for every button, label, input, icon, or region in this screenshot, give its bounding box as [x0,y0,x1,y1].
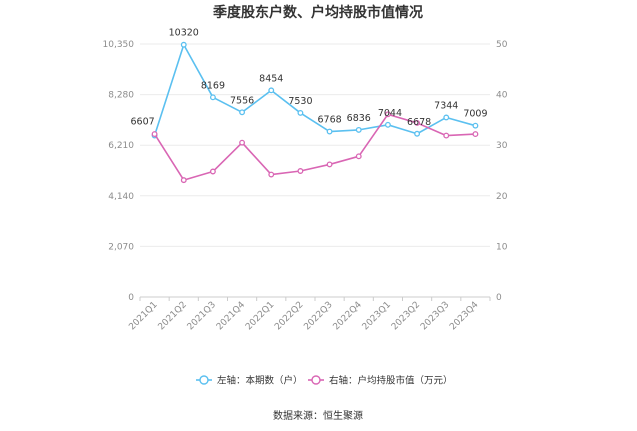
data-label: 7344 [434,100,458,111]
data-point [472,122,479,129]
left-tick-label: 8,280 [108,91,134,101]
left-tick-label: 4,140 [108,192,134,202]
x-tick-label: 2021Q3 [186,300,218,332]
data-label: 6678 [407,117,431,128]
data-label: 7044 [378,108,402,119]
x-tick-label: 2021Q1 [127,300,159,332]
data-point [443,132,450,139]
grid [140,43,490,298]
x-tick-label: 2023Q1 [361,300,393,332]
right-tick-label: 30 [496,141,508,151]
legend[interactable]: 左轴：本期数（户） 右轴：户均持股市值（万元） [196,375,453,387]
data-label: 7009 [463,109,487,120]
data-point [414,119,421,126]
legend-label-2: 右轴：户均持股市值（万元） [329,375,453,387]
data-point [297,109,304,116]
data-point [384,111,391,118]
data-label: 8454 [259,73,283,84]
left-tick-label: 0 [128,293,134,303]
data-point [239,109,246,116]
x-tick-label: 2022Q4 [332,300,365,333]
data-point [180,41,187,48]
series-line-1 [153,43,476,136]
data-labels: 6607 10320 8169 7556 8454 7530 6768 6836 7044 667… [130,28,487,128]
legend-label-1: 左轴：本期数（户） [217,375,303,387]
data-label: 8169 [201,80,225,91]
data-point [209,94,216,101]
x-tick-label: 2022Q2 [273,300,305,332]
x-tick-label: 2021Q2 [157,300,189,332]
data-label: 6607 [130,116,154,127]
data-point [326,161,333,168]
data-point [384,121,391,128]
data-label: 7556 [230,95,254,106]
data-label: 6768 [317,115,341,126]
right-axis-ticks: 0 10 20 30 40 50 [496,40,508,303]
x-tick-label: 2023Q2 [390,300,422,332]
x-tick-label: 2022Q3 [302,300,334,332]
data-point [268,171,275,178]
data-label: 6836 [347,113,371,124]
left-tick-label: 2,070 [108,242,134,252]
x-tick-label: 2023Q4 [448,300,481,333]
data-point [297,168,304,174]
right-tick-label: 50 [496,40,508,50]
right-tick-label: 20 [496,192,508,202]
right-tick-label: 0 [496,293,502,303]
chart-title: 季度股东户数、户均持股市值情况 [212,4,423,21]
right-tick-label: 10 [496,242,508,252]
data-point [443,114,450,121]
right-tick-label: 40 [496,91,508,101]
data-point [326,128,333,135]
x-tick-label: 2023Q3 [419,300,451,332]
data-point [151,131,158,138]
data-label: 7530 [288,96,312,107]
data-point [180,177,187,184]
data-point [355,126,362,133]
data-point [268,87,275,94]
legend-marker-1 [199,375,209,385]
data-point [239,139,246,146]
series-line-2 [153,113,476,181]
series-lines [151,41,479,184]
x-axis: 2021Q12021Q22021Q32021Q42022Q12022Q22022… [127,297,491,333]
data-point [414,130,421,137]
data-point [355,153,362,160]
left-axis-ticks: 0 2,070 4,140 6,210 8,280 10,350 [103,40,135,303]
left-tick-label: 10,350 [103,40,135,50]
source-note: 数据来源：恒生聚源 [273,409,363,422]
x-tick-label: 2021Q4 [215,300,248,333]
data-point [472,131,479,138]
x-tick-label: 2022Q1 [244,300,276,332]
data-point [209,168,216,175]
legend-marker-2 [311,375,321,385]
left-tick-label: 6,210 [108,141,134,151]
data-label: 10320 [169,28,199,39]
